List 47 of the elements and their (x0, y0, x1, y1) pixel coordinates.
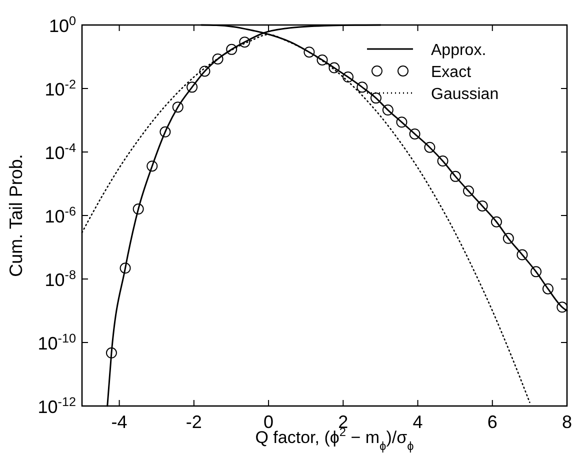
point (186, 82, 198, 93)
y-tick-label: 10$^{-2}$ (44, 78, 76, 100)
point (160, 126, 171, 138)
y-tick-label: 10$^{0}$ (48, 14, 76, 36)
point (409, 128, 420, 140)
point (199, 66, 210, 77)
point (226, 44, 238, 55)
y-tick-label: 10$^{-6}$ (44, 204, 76, 226)
y-tick-label: 10$^{-8}$ (44, 268, 76, 290)
legend-label: Gaussian (431, 86, 499, 103)
y-tick-label: 10$^{-10}$ (38, 332, 76, 354)
point (396, 116, 408, 128)
point (146, 160, 158, 172)
point (424, 142, 436, 153)
point (476, 200, 488, 212)
point (172, 102, 184, 113)
y-axis-title: Cum. Tail Prob. (6, 154, 26, 277)
point (342, 72, 354, 83)
x-tick-label: 6 (487, 412, 498, 432)
y-tick-label: 10$^{-12}$ (38, 395, 76, 417)
point (328, 62, 340, 74)
point (542, 283, 554, 294)
legend-label: Exact (431, 64, 472, 81)
point (239, 36, 250, 48)
point (132, 204, 144, 215)
point (382, 104, 394, 116)
x-tick-label: -4 (111, 412, 128, 432)
point (450, 170, 461, 182)
point (490, 216, 502, 228)
point (356, 82, 368, 93)
x-tick-label: -2 (186, 412, 202, 432)
point (530, 266, 542, 278)
point (316, 54, 328, 66)
x-tick-label: 4 (412, 412, 423, 432)
point (516, 249, 528, 260)
point (212, 53, 224, 64)
point (463, 186, 474, 197)
point (502, 232, 514, 244)
point (120, 262, 131, 274)
x-tick-label: 8 (562, 412, 572, 432)
point (437, 156, 448, 167)
y-tick-label: 10$^{-4}$ (44, 141, 76, 163)
point (556, 302, 568, 313)
point (370, 92, 382, 104)
point (106, 347, 117, 358)
legend-label: Approx. (431, 42, 486, 59)
point (304, 46, 315, 58)
